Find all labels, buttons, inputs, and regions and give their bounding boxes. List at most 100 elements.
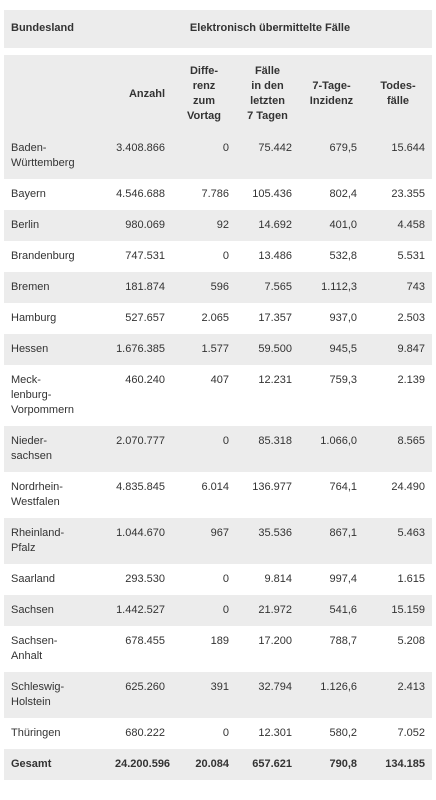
value-cell: 788,7 [299, 626, 364, 672]
text-line: Pfalz [11, 542, 36, 554]
state-cell: Sachsen- Anhalt [4, 626, 108, 672]
value-cell: 580,2 [299, 718, 364, 749]
value-cell: 8.565 [364, 426, 433, 472]
value-cell: 17.357 [236, 303, 299, 334]
value-cell: 7.052 [364, 718, 433, 749]
value-cell: 790,8 [299, 749, 364, 780]
header-row: Bundesland Elektronisch übermittelte Fäl… [4, 10, 433, 48]
text-line: lenburg- [11, 389, 52, 401]
text-line: Westfalen [11, 496, 60, 508]
text-line: Hamburg [11, 312, 57, 324]
text-line: Vortag [186, 110, 222, 122]
value-cell: 0 [172, 241, 236, 272]
text-line: Hessen [11, 343, 49, 355]
value-cell: 680.222 [108, 718, 172, 749]
text-line: zum [193, 95, 215, 107]
value-cell: 9.847 [364, 334, 433, 365]
value-cell: 3.408.866 [108, 133, 172, 179]
value-cell: 32.794 [236, 672, 299, 718]
value-cell: 743 [364, 272, 433, 303]
text-line: Rheinland- [11, 527, 65, 539]
text-line: Meck- [11, 374, 41, 386]
state-cell: Hessen [4, 334, 108, 365]
value-cell: 24.490 [364, 472, 433, 518]
value-cell: 527.657 [108, 303, 172, 334]
value-cell: 15.644 [364, 133, 433, 179]
data-table: Bundesland Elektronisch übermittelte Fäl… [4, 10, 433, 780]
value-cell: 35.536 [236, 518, 299, 564]
value-cell: 7.786 [172, 179, 236, 210]
value-cell: 181.874 [108, 272, 172, 303]
table-row: Bremen 181.874 596 7.565 1.112,3 743 [4, 272, 433, 303]
text-line: fälle [387, 95, 410, 107]
text-line: Schleswig- [11, 681, 65, 693]
text-line: Anhalt [11, 650, 43, 662]
value-cell: 136.977 [236, 472, 299, 518]
value-cell: 14.692 [236, 210, 299, 241]
table-row: Schleswig- Holstein 625.260 391 32.794 1.126,… [4, 672, 433, 718]
value-cell: 967 [172, 518, 236, 564]
state-cell: Brandenburg [4, 241, 108, 272]
value-cell: 1.044.670 [108, 518, 172, 564]
text-line: Fälle [254, 65, 281, 77]
value-cell: 596 [172, 272, 236, 303]
state-cell: Thüringen [4, 718, 108, 749]
header-cell: Anzahl [108, 55, 172, 133]
header-cell [4, 55, 108, 133]
value-cell: 532,8 [299, 241, 364, 272]
value-cell: 1.442.527 [108, 595, 172, 626]
value-cell: 85.318 [236, 426, 299, 472]
value-cell: 92 [172, 210, 236, 241]
text-line: in den [251, 80, 284, 92]
value-cell: 2.413 [364, 672, 433, 718]
value-cell: 747.531 [108, 241, 172, 272]
header-cell: Todes-fälle [364, 55, 433, 133]
table-row: Bayern 4.546.688 7.786 105.436 802,4 23.355 [4, 179, 433, 210]
text-line: Inzidenz [309, 95, 354, 107]
value-cell: 945,5 [299, 334, 364, 365]
state-cell: Bremen [4, 272, 108, 303]
value-cell: 1.066,0 [299, 426, 364, 472]
value-cell: 75.442 [236, 133, 299, 179]
text-line: letzten [250, 95, 285, 107]
value-cell: 24.200.596 [108, 749, 172, 780]
state-cell: Nordrhein- Westfalen [4, 472, 108, 518]
value-cell: 5.531 [364, 241, 433, 272]
value-cell: 15.159 [364, 595, 433, 626]
text-line: Sachsen- [11, 635, 58, 647]
value-cell: 189 [172, 626, 236, 672]
text-line: Nordrhein- [11, 481, 63, 493]
text-line: Bremen [11, 281, 50, 293]
text-line: Todes- [380, 80, 416, 92]
value-cell: 0 [172, 426, 236, 472]
value-cell: 1.112,3 [299, 272, 364, 303]
value-cell: 997,4 [299, 564, 364, 595]
state-cell: Hamburg [4, 303, 108, 334]
table-row: Rheinland- Pfalz 1.044.670 967 35.536 867,1 5.… [4, 518, 433, 564]
table-row: Sachsen 1.442.527 0 21.972 541,6 15.159 [4, 595, 433, 626]
value-cell: 678.455 [108, 626, 172, 672]
state-cell: Bayern [4, 179, 108, 210]
text-line: Vorpommern [11, 404, 74, 416]
value-cell: 1.577 [172, 334, 236, 365]
value-cell: 5.208 [364, 626, 433, 672]
value-cell: 867,1 [299, 518, 364, 564]
value-cell: 759,3 [299, 365, 364, 426]
header-cell: Bundesland [4, 10, 108, 48]
table-row: Gesamt 24.200.596 20.084 657.621 790,8 134.18… [4, 749, 433, 780]
table-row: Berlin 980.069 92 14.692 401,0 4.458 [4, 210, 433, 241]
state-cell: Meck-lenburg- Vorpommern [4, 365, 108, 426]
value-cell: 12.231 [236, 365, 299, 426]
value-cell: 105.436 [236, 179, 299, 210]
header-row: Anzahl Diffe-renz zum Vortag Fälle in den letz… [4, 55, 433, 133]
value-cell: 6.014 [172, 472, 236, 518]
value-cell: 2.139 [364, 365, 433, 426]
value-cell: 1.676.385 [108, 334, 172, 365]
value-cell: 407 [172, 365, 236, 426]
table-row: Hamburg 527.657 2.065 17.357 937,0 2.503 [4, 303, 433, 334]
value-cell: 541,6 [299, 595, 364, 626]
table-row: Brandenburg 747.531 0 13.486 532,8 5.531 [4, 241, 433, 272]
value-cell: 134.185 [364, 749, 433, 780]
text-line: Bayern [11, 188, 46, 200]
